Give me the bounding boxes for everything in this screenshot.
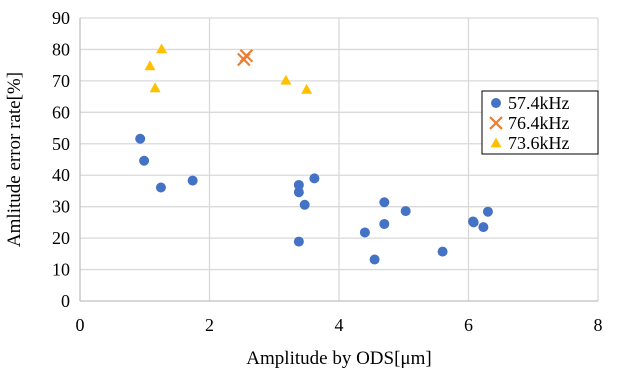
y-tick-label: 10 [52, 260, 70, 280]
legend-marker-73-6khz [490, 137, 502, 148]
data-point-57-4khz [369, 254, 380, 265]
data-point-73-6khz [280, 74, 292, 85]
data-point-57-4khz [299, 199, 310, 210]
data-point-57-4khz [293, 236, 304, 247]
y-tick-label: 30 [52, 197, 70, 217]
data-point-57-4khz [379, 218, 390, 229]
grid-lines [80, 17, 599, 301]
x-tick-label: 2 [205, 315, 214, 335]
data-point-57-4khz [482, 206, 493, 217]
data-point-57-4khz [478, 222, 489, 233]
data-point-57-4khz [400, 206, 411, 217]
data-point-57-4khz [187, 175, 198, 186]
data-point-57-4khz [309, 173, 320, 184]
y-tick-label: 80 [52, 39, 70, 59]
data-point-57-4khz [379, 197, 390, 208]
legend-marker-76-4khz [489, 116, 503, 130]
data-point-57-4khz [468, 217, 479, 228]
legend-label-73-6khz: 73.6kHz [508, 133, 570, 153]
data-point-73-6khz [144, 60, 156, 71]
y-tick-label: 40 [52, 165, 70, 185]
axes [79, 18, 598, 302]
data-point-57-4khz [293, 179, 304, 190]
legend-box [481, 90, 599, 155]
data-point-57-4khz [293, 187, 304, 198]
data-point-57-4khz [135, 133, 146, 144]
x-tick-label: 0 [76, 315, 85, 335]
x-marker-stroke [489, 116, 503, 130]
y-tick-label: 20 [52, 228, 70, 248]
data-point-73-6khz [301, 83, 313, 94]
legend-label-57-4khz: 57.4kHz [508, 93, 570, 113]
y-tick-label: 60 [52, 102, 70, 122]
y-axis-title: Amlitude error rate[%] [4, 72, 25, 247]
y-tick-label: 0 [61, 291, 70, 311]
data-point-57-4khz [155, 182, 166, 193]
x-tick-label: 8 [594, 315, 603, 335]
x-axis-title: Amplitude by ODS[μm] [246, 348, 431, 369]
data-point-73-6khz [149, 82, 161, 93]
data-point-57-4khz [139, 155, 150, 166]
y-tick-label: 50 [52, 134, 70, 154]
tick-labels: 0 10 20 30 40 50 60 70 80 90 0 2 4 6 8 [52, 8, 603, 335]
data-point-57-4khz [359, 227, 370, 238]
x-marker-stroke [239, 48, 254, 63]
x-tick-label: 6 [464, 315, 473, 335]
y-tick-label: 70 [52, 71, 70, 91]
data-point-57-4khz [437, 246, 448, 257]
y-tick-label: 90 [52, 8, 70, 28]
legend-marker-57-4khz [491, 98, 501, 108]
data-points [135, 43, 493, 265]
data-point-76-4khz [239, 48, 254, 63]
legend-label-76-4khz: 76.4kHz [508, 113, 570, 133]
data-point-73-6khz [156, 43, 168, 54]
x-tick-label: 4 [335, 315, 344, 335]
